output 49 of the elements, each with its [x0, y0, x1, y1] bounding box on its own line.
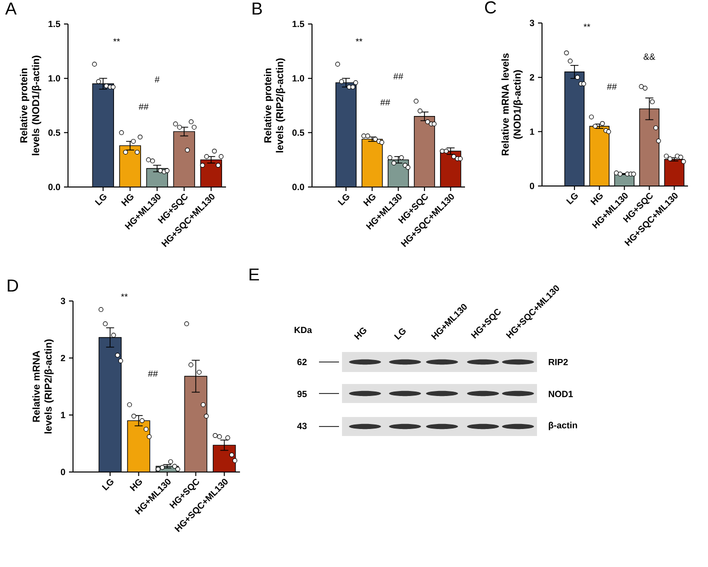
chart-title: A	[5, 2, 17, 14]
annotation: ##	[606, 84, 617, 90]
text: 43	[297, 422, 307, 430]
y-tick-label: 1.0	[292, 75, 304, 82]
text: HG	[354, 328, 366, 340]
text: 95	[297, 390, 307, 398]
text: 62	[297, 358, 307, 366]
y-tick-label: 0	[530, 182, 534, 190]
annotation: ##	[393, 73, 404, 80]
y-tick-label: 1.5	[292, 20, 304, 28]
x-tick-label: LG	[566, 193, 578, 204]
y-tick-label: 0.5	[292, 129, 304, 136]
annotation: ##	[138, 104, 149, 110]
annotation: **	[356, 38, 362, 42]
text: β-actin	[548, 422, 578, 430]
text: LG	[394, 328, 406, 340]
y-axis-title: Relative mRNA levels (RIP2/β-actin)	[32, 339, 54, 434]
chart-title: B	[252, 2, 262, 14]
y-tick-label: 2	[530, 74, 534, 80]
annotation: #	[154, 76, 160, 83]
y-tick-label: 1.5	[48, 20, 60, 28]
y-axis-title: Relative mRNA levels (NOD1/β-actin)	[501, 53, 523, 156]
annotation: ##	[380, 99, 390, 106]
y-axis-title: Relative protein levels (RIP2/β-actin)	[264, 58, 286, 152]
y-tick-label: 1	[61, 412, 66, 418]
text: NOD1	[548, 390, 573, 398]
text: E	[250, 268, 259, 280]
x-tick-label: LG	[102, 479, 114, 490]
x-tick-label: LG	[338, 194, 350, 206]
y-tick-label: 0.5	[48, 129, 60, 136]
y-tick-label: 1	[530, 128, 534, 135]
y-tick-label: 0	[60, 468, 66, 476]
y-tick-label: 0.0	[292, 184, 304, 190]
y-tick-label: 3	[60, 298, 66, 304]
y-axis-title: Relative protein levels (NOD1/β-actin)	[20, 56, 42, 156]
annotation: &&	[644, 54, 656, 60]
y-tick-label: 3	[530, 20, 534, 26]
text: RIP2	[548, 358, 568, 366]
y-tick-label: 1.0	[48, 75, 60, 82]
y-tick-label: 0.0	[48, 184, 60, 190]
text: KDa	[294, 326, 312, 334]
annotation: **	[113, 38, 120, 42]
y-tick-label: 2	[60, 354, 66, 362]
text: **	[121, 294, 128, 297]
x-tick-label: LG	[94, 194, 106, 206]
annotation: ##	[148, 370, 158, 377]
annotation: **	[584, 24, 590, 27]
chart-title: C	[485, 1, 496, 14]
chart-title: D	[8, 280, 18, 292]
